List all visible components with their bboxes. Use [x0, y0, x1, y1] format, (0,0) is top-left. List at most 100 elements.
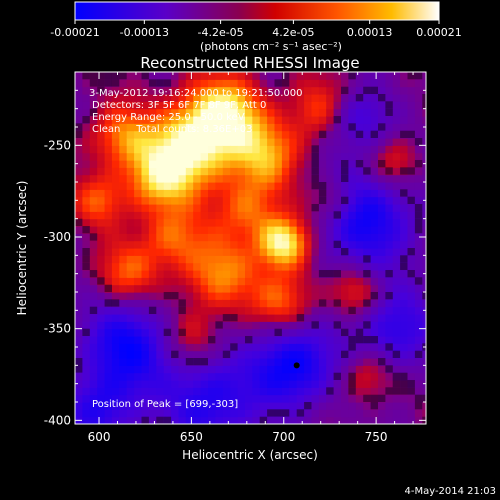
heatmap-cell [281, 233, 290, 242]
heatmap-cell [289, 167, 298, 176]
heatmap-cell [185, 189, 194, 198]
heatmap-cell [392, 174, 401, 183]
heatmap-cell [185, 350, 194, 359]
heatmap-cell [134, 292, 143, 300]
heatmap-cell [171, 299, 180, 308]
heatmap-cell [355, 409, 364, 418]
heatmap-cell [222, 270, 231, 278]
heatmap-cell [178, 240, 187, 249]
heatmap-cell [111, 152, 120, 161]
heatmap-cell [208, 262, 216, 271]
heatmap-cell [237, 387, 246, 396]
heatmap-cell [274, 387, 283, 396]
heatmap-cell [348, 130, 357, 139]
heatmap-cell [89, 336, 98, 344]
heatmap-cell [245, 174, 253, 183]
heatmap-cell [259, 86, 268, 95]
heatmap-cell [259, 277, 268, 286]
heatmap-cell [378, 79, 386, 88]
heatmap-cell [148, 160, 157, 168]
heatmap-cell [414, 255, 423, 264]
heatmap-cell [392, 72, 401, 80]
heatmap-cell [281, 262, 290, 271]
heatmap-cell [318, 328, 327, 337]
heatmap-cell [171, 314, 180, 322]
heatmap-cell [193, 416, 202, 424]
heatmap-cell [348, 277, 357, 286]
heatmap-cell [267, 160, 276, 168]
heatmap-cell [119, 167, 128, 176]
heatmap-cell [141, 182, 150, 190]
heatmap-cell [97, 394, 106, 403]
heatmap-cell [208, 233, 216, 242]
annotation-total-counts: Clean Total counts: 8.36E+03 [92, 124, 252, 135]
heatmap-cell [422, 218, 426, 227]
heatmap-cell [378, 174, 386, 183]
contour-pixel [341, 248, 349, 256]
heatmap-cell [422, 204, 426, 212]
heatmap-cell [370, 262, 379, 271]
heatmap-cell [267, 130, 276, 139]
heatmap-cell [208, 226, 216, 234]
heatmap-cell [126, 350, 135, 359]
heatmap-cell [311, 358, 320, 366]
heatmap-cell [111, 94, 120, 102]
heatmap-cell [311, 94, 320, 102]
heatmap-cell [215, 262, 224, 271]
heatmap-cell [326, 233, 335, 242]
heatmap-cell [104, 204, 113, 212]
heatmap-cell [89, 152, 98, 161]
heatmap-cell [193, 130, 202, 139]
heatmap-cell [134, 409, 143, 418]
heatmap-cell [215, 130, 224, 139]
heatmap-cell [311, 189, 320, 198]
heatmap-cell [193, 226, 202, 234]
contour-pixel [414, 138, 423, 146]
heatmap-cell [208, 270, 216, 278]
heatmap-cell [378, 86, 386, 95]
heatmap-cell [414, 240, 423, 249]
heatmap-cell [400, 145, 409, 154]
heatmap-cell [141, 123, 150, 132]
heatmap-cell [333, 72, 342, 80]
heatmap-cell [274, 182, 283, 190]
heatmap-cell [414, 152, 423, 161]
heatmap-cell [341, 321, 349, 330]
heatmap-cell [259, 394, 268, 403]
heatmap-cell [326, 167, 335, 176]
heatmap-cell [341, 299, 349, 308]
heatmap-cell [363, 182, 372, 190]
heatmap-cell [422, 284, 426, 293]
heatmap-cell [82, 394, 91, 403]
heatmap-cell [185, 116, 194, 124]
heatmap-cell [333, 196, 342, 205]
heatmap-cell [267, 167, 276, 176]
contour-pixel [222, 314, 231, 322]
contour-pixel [333, 321, 341, 329]
heatmap-cell [171, 152, 180, 161]
heatmap-cell [148, 248, 157, 256]
heatmap-cell [230, 402, 239, 410]
heatmap-cell [267, 116, 276, 124]
heatmap-cell [252, 72, 261, 80]
heatmap-cell [370, 160, 379, 168]
heatmap-cell [230, 277, 239, 286]
heatmap-cell [237, 321, 246, 330]
heatmap-cell [289, 226, 298, 234]
heatmap-cell [171, 145, 180, 154]
heatmap-cell [178, 350, 187, 359]
contour-pixel [355, 160, 364, 168]
heatmap-cell [126, 94, 135, 102]
heatmap-cell [75, 394, 83, 403]
heatmap-cell [156, 402, 165, 410]
heatmap-cell [171, 189, 180, 198]
heatmap-cell [289, 343, 298, 352]
heatmap-cell [119, 328, 128, 337]
heatmap-cell [215, 372, 224, 381]
heatmap-cell [208, 409, 216, 418]
heatmap-cell [274, 416, 283, 424]
contour-pixel [311, 182, 319, 190]
heatmap-cell [208, 372, 216, 381]
contour-pixel [400, 167, 408, 175]
heatmap-cell [193, 299, 202, 308]
